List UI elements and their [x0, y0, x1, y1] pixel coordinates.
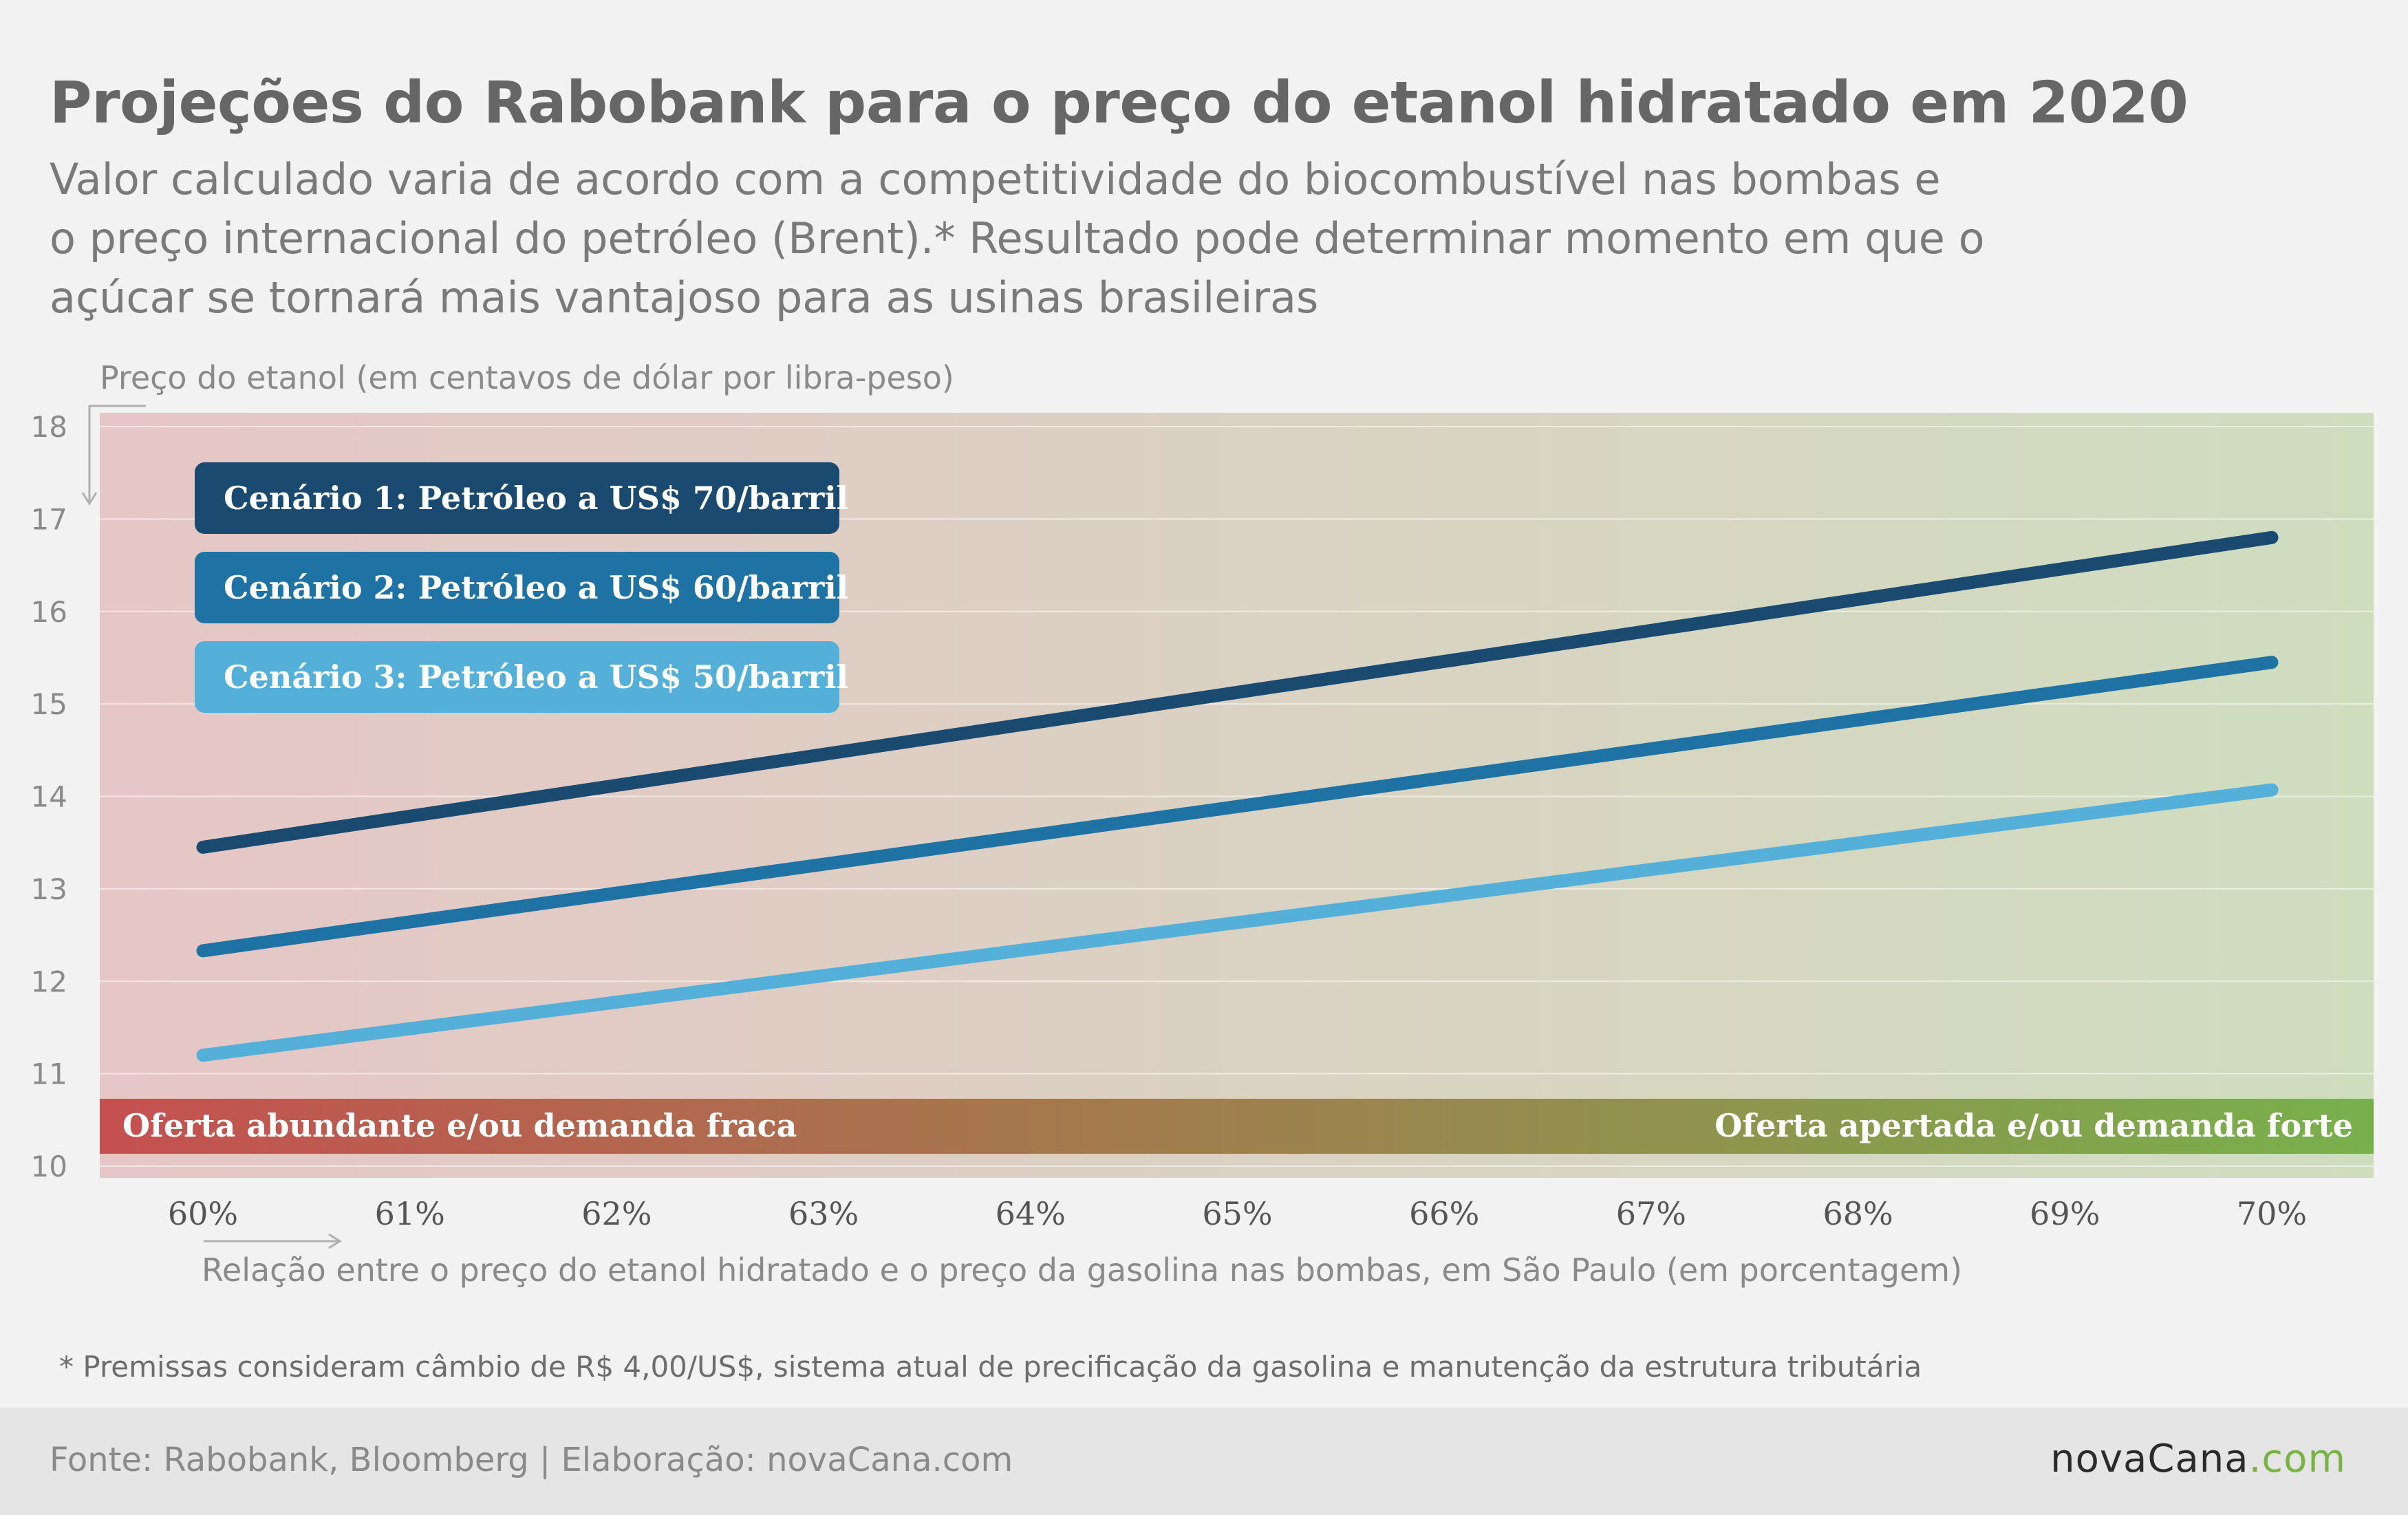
y-tick-label: 13 — [31, 872, 67, 906]
series-line — [196, 656, 2279, 958]
x-tick-label: 61% — [375, 1195, 445, 1232]
y-tick-label: 18 — [31, 410, 67, 444]
logo-main: novaCana — [2050, 1437, 2249, 1481]
band-left-label: Oferta abundante e/ou demanda fraca — [122, 1107, 797, 1144]
subtitle-line: Valor calculado varia de acordo com a co… — [50, 154, 1941, 204]
legend-swatch — [195, 462, 839, 534]
series-line — [196, 783, 2279, 1062]
y-tick-label: 11 — [31, 1057, 67, 1091]
x-tick-label: 70% — [2237, 1195, 2307, 1232]
brand-logo: novaCana.com — [2050, 1437, 2346, 1481]
x-tick-label: 65% — [1202, 1195, 1272, 1232]
logo-suffix: .com — [2248, 1437, 2346, 1481]
x-tick-label: 68% — [1823, 1195, 1893, 1232]
y-tick-label: 10 — [31, 1150, 67, 1183]
band-right-label: Oferta apertada e/ou demanda forte — [1714, 1107, 2353, 1144]
y-tick-label: 15 — [31, 687, 67, 721]
legend-label: Cenário 2: Petróleo a US$ 60/barril — [224, 569, 848, 606]
legend: Cenário 1: Petróleo a US$ 70/barril Cenár… — [195, 462, 848, 713]
plot-background — [100, 413, 2374, 1178]
source-text: Fonte: Rabobank, Bloomberg | Elaboração:… — [50, 1441, 1013, 1479]
source-bar — [0, 1408, 2408, 1515]
subtitle-line: o preço internacional do petróleo (Brent… — [50, 213, 1985, 264]
subtitle-line: açúcar se tornará mais vantajoso para as… — [50, 272, 1319, 323]
y-tick-label: 17 — [31, 502, 67, 536]
y-axis-arrow — [81, 405, 146, 506]
footnote: * Premissas consideram câmbio de R$ 4,00… — [59, 1350, 1922, 1384]
x-tick-label: 67% — [1616, 1195, 1686, 1232]
legend-label: Cenário 3: Petróleo a US$ 50/barril — [224, 658, 848, 696]
y-axis-label: Preço do etanol (em centavos de dólar po… — [100, 359, 954, 396]
y-tick-label: 16 — [31, 595, 67, 629]
legend-swatch — [195, 552, 839, 623]
y-tick-label: 14 — [31, 780, 67, 814]
x-axis: 60% 61% 62% 63% 64% 65% 66% 67% 68% 69% 70% — [168, 1195, 2307, 1232]
x-tick-label: 60% — [168, 1195, 238, 1232]
chart-canvas: 10 11 12 13 14 15 16 17 18 Oferta abundante e/ou… — [31, 405, 2374, 1289]
y-axis: 10 11 12 13 14 15 16 17 18 — [31, 410, 67, 1183]
x-tick-label: 69% — [2030, 1195, 2100, 1232]
legend-swatch — [195, 641, 839, 713]
x-tick-label: 62% — [581, 1195, 652, 1232]
chart-title: Projeções do Rabobank para o preço do et… — [50, 69, 2189, 136]
series-lines — [196, 530, 2279, 1062]
series-line — [196, 530, 2279, 854]
chart-subtitle: Valor calculado varia de acordo com a co… — [50, 150, 2182, 327]
market-band — [100, 1099, 2374, 1154]
legend-label: Cenário 1: Petróleo a US$ 70/barril — [224, 480, 848, 517]
x-axis-arrow — [204, 1233, 342, 1249]
x-tick-label: 64% — [996, 1195, 1066, 1232]
y-tick-label: 12 — [31, 965, 67, 998]
x-axis-label: Relação entre o preço do etanol hidratad… — [202, 1251, 1962, 1289]
x-tick-label: 63% — [788, 1195, 859, 1232]
x-tick-label: 66% — [1409, 1195, 1479, 1232]
